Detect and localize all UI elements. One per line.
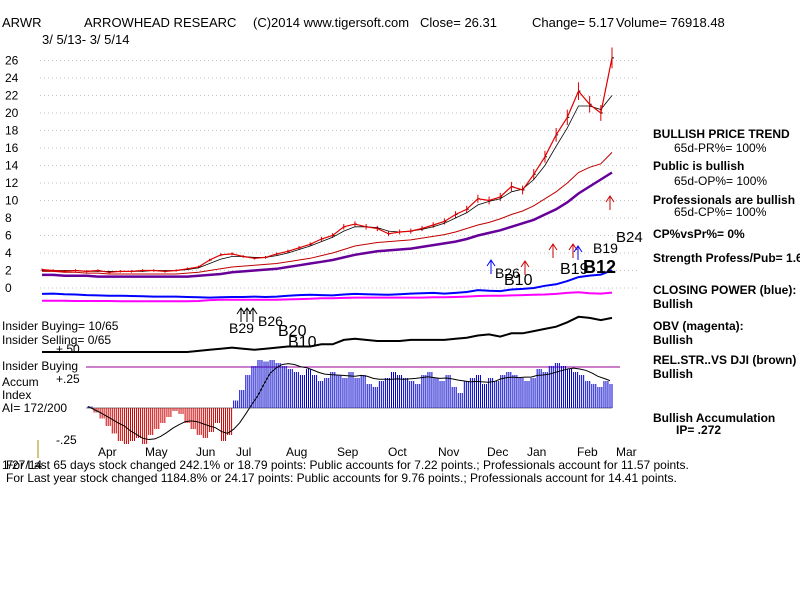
footer-line-1: For Last 65 days stock changed 242.1% or… xyxy=(6,458,689,472)
footer-line-2: For Last year stock changed 1184.8% or 2… xyxy=(6,471,677,485)
accum-minus25: -.25 xyxy=(56,433,77,447)
signal-label: B26 xyxy=(495,265,520,281)
obv-state: Bullish xyxy=(653,333,693,347)
signal-label: B29 xyxy=(229,320,254,336)
closing-power-state: Bullish xyxy=(653,297,693,311)
month-label: Nov xyxy=(438,445,459,459)
strength-value: Strength Profess/Pub= 1.6 xyxy=(653,251,800,265)
copyright: (C)2014 www.tigersoft.com xyxy=(253,15,409,30)
accum-title: Bullish Accumulation xyxy=(653,411,775,425)
relstr-title: REL.STR..VS DJI (brown) xyxy=(653,353,796,367)
y-tick-label: 8 xyxy=(5,211,12,225)
ma-slow-line xyxy=(42,152,613,275)
cpvspr-value: CP%vsPr%= 0% xyxy=(653,227,745,241)
y-tick-label: 10 xyxy=(5,194,19,208)
close-value: Close= 26.31 xyxy=(420,15,497,30)
y-tick-label: 2 xyxy=(5,264,12,278)
price-gridlines xyxy=(40,60,640,289)
accum-label: Accum xyxy=(2,375,39,389)
company-name: ARROWHEAD RESEARC xyxy=(84,15,236,30)
signal-arrows xyxy=(236,195,615,322)
signal-label: B26 xyxy=(258,313,283,329)
ai-label: AI= 172/200 xyxy=(2,401,67,415)
signal-label: B12 xyxy=(583,257,616,277)
signal-arrow-head xyxy=(548,243,558,251)
ip-value: IP= .272 xyxy=(676,423,721,437)
month-label: Sep xyxy=(337,445,359,459)
ma-fast-line xyxy=(42,95,613,272)
date-range: 3/ 5/13- 3/ 5/14 xyxy=(42,32,129,47)
accum-plus50: +.50 xyxy=(56,342,80,356)
y-tick-label: 14 xyxy=(5,159,19,173)
ma-purple-line xyxy=(42,171,613,278)
ticker-symbol: ARWR xyxy=(2,15,41,30)
signal-arrow-head xyxy=(486,259,496,267)
insider-buying2-label: Insider Buying xyxy=(2,359,78,373)
signal-label: B10 xyxy=(504,272,533,289)
signal-arrow-head xyxy=(520,260,530,268)
signal-arrow-head xyxy=(242,307,252,315)
month-label: May xyxy=(145,445,168,459)
change-value: Change= 5.17 xyxy=(532,15,614,30)
relstr-line xyxy=(42,315,613,353)
y-tick-label: 12 xyxy=(5,176,19,190)
month-label: Feb xyxy=(577,445,598,459)
y-tick-label: 18 xyxy=(5,124,19,138)
accum-ma-line xyxy=(87,363,611,441)
y-tick-label: 16 xyxy=(5,141,19,155)
insider-selling-label: Insider Selling= 0/65 xyxy=(2,333,111,347)
signal-label: B19 xyxy=(593,240,618,256)
price-bars xyxy=(41,47,614,274)
closing-power-line xyxy=(41,269,613,299)
signal-arrow-head xyxy=(248,307,258,315)
closing-power-title: CLOSING POWER (blue): xyxy=(653,283,796,297)
signal-label: B20 xyxy=(278,323,307,340)
y-tick-label: 20 xyxy=(5,106,19,120)
month-label: Apr xyxy=(98,445,117,459)
signal-arrow-head xyxy=(236,307,246,315)
y-tick-label: 4 xyxy=(5,246,12,260)
signal-label: B10 xyxy=(288,334,317,351)
accum-plus25: +.25 xyxy=(56,372,80,386)
month-label: Jun xyxy=(196,445,215,459)
prof-state: Professionals are bullish xyxy=(653,193,795,207)
insider-buying-label: Insider Buying= 10/65 xyxy=(2,319,119,333)
volume-value: Volume= 76918.48 xyxy=(616,15,725,30)
signal-label: B19 xyxy=(560,261,589,278)
month-label: Jan xyxy=(527,445,546,459)
month-label: Aug xyxy=(286,445,307,459)
y-tick-label: 26 xyxy=(5,54,19,68)
x-axis-months: Apr May Jun Jul Aug Sep Oct Nov Dec Jan Feb Mar xyxy=(98,445,637,459)
month-label: Oct xyxy=(388,445,407,459)
signal-arrow-head xyxy=(568,243,578,251)
obv-title: OBV (magenta): xyxy=(653,319,744,333)
month-label: Mar xyxy=(616,445,637,459)
signal-label: B24 xyxy=(616,229,643,246)
month-label: Jul xyxy=(236,445,251,459)
month-label: Dec xyxy=(487,445,508,459)
signal-arrow-head xyxy=(605,195,615,203)
overlap-date: 1/27/14 xyxy=(2,458,42,472)
op-value: 65d-OP%= 100% xyxy=(674,174,767,188)
public-state: Public is bullish xyxy=(653,159,744,173)
signal-arrow-head xyxy=(573,245,583,253)
y-tick-label: 0 xyxy=(5,281,12,295)
accum-bars xyxy=(87,360,613,444)
y-tick-label: 24 xyxy=(5,71,19,85)
price-line xyxy=(41,57,613,273)
y-tick-label: 22 xyxy=(5,89,19,103)
trend-title: BULLISH PRICE TREND xyxy=(653,127,790,141)
index-label: Index xyxy=(2,388,31,402)
cp-value: 65d-CP%= 100% xyxy=(674,205,767,219)
obv-line xyxy=(42,291,613,303)
pr-value: 65d-PR%= 100% xyxy=(674,141,767,155)
relstr-state: Bullish xyxy=(653,367,693,381)
y-tick-label: 6 xyxy=(5,229,12,243)
